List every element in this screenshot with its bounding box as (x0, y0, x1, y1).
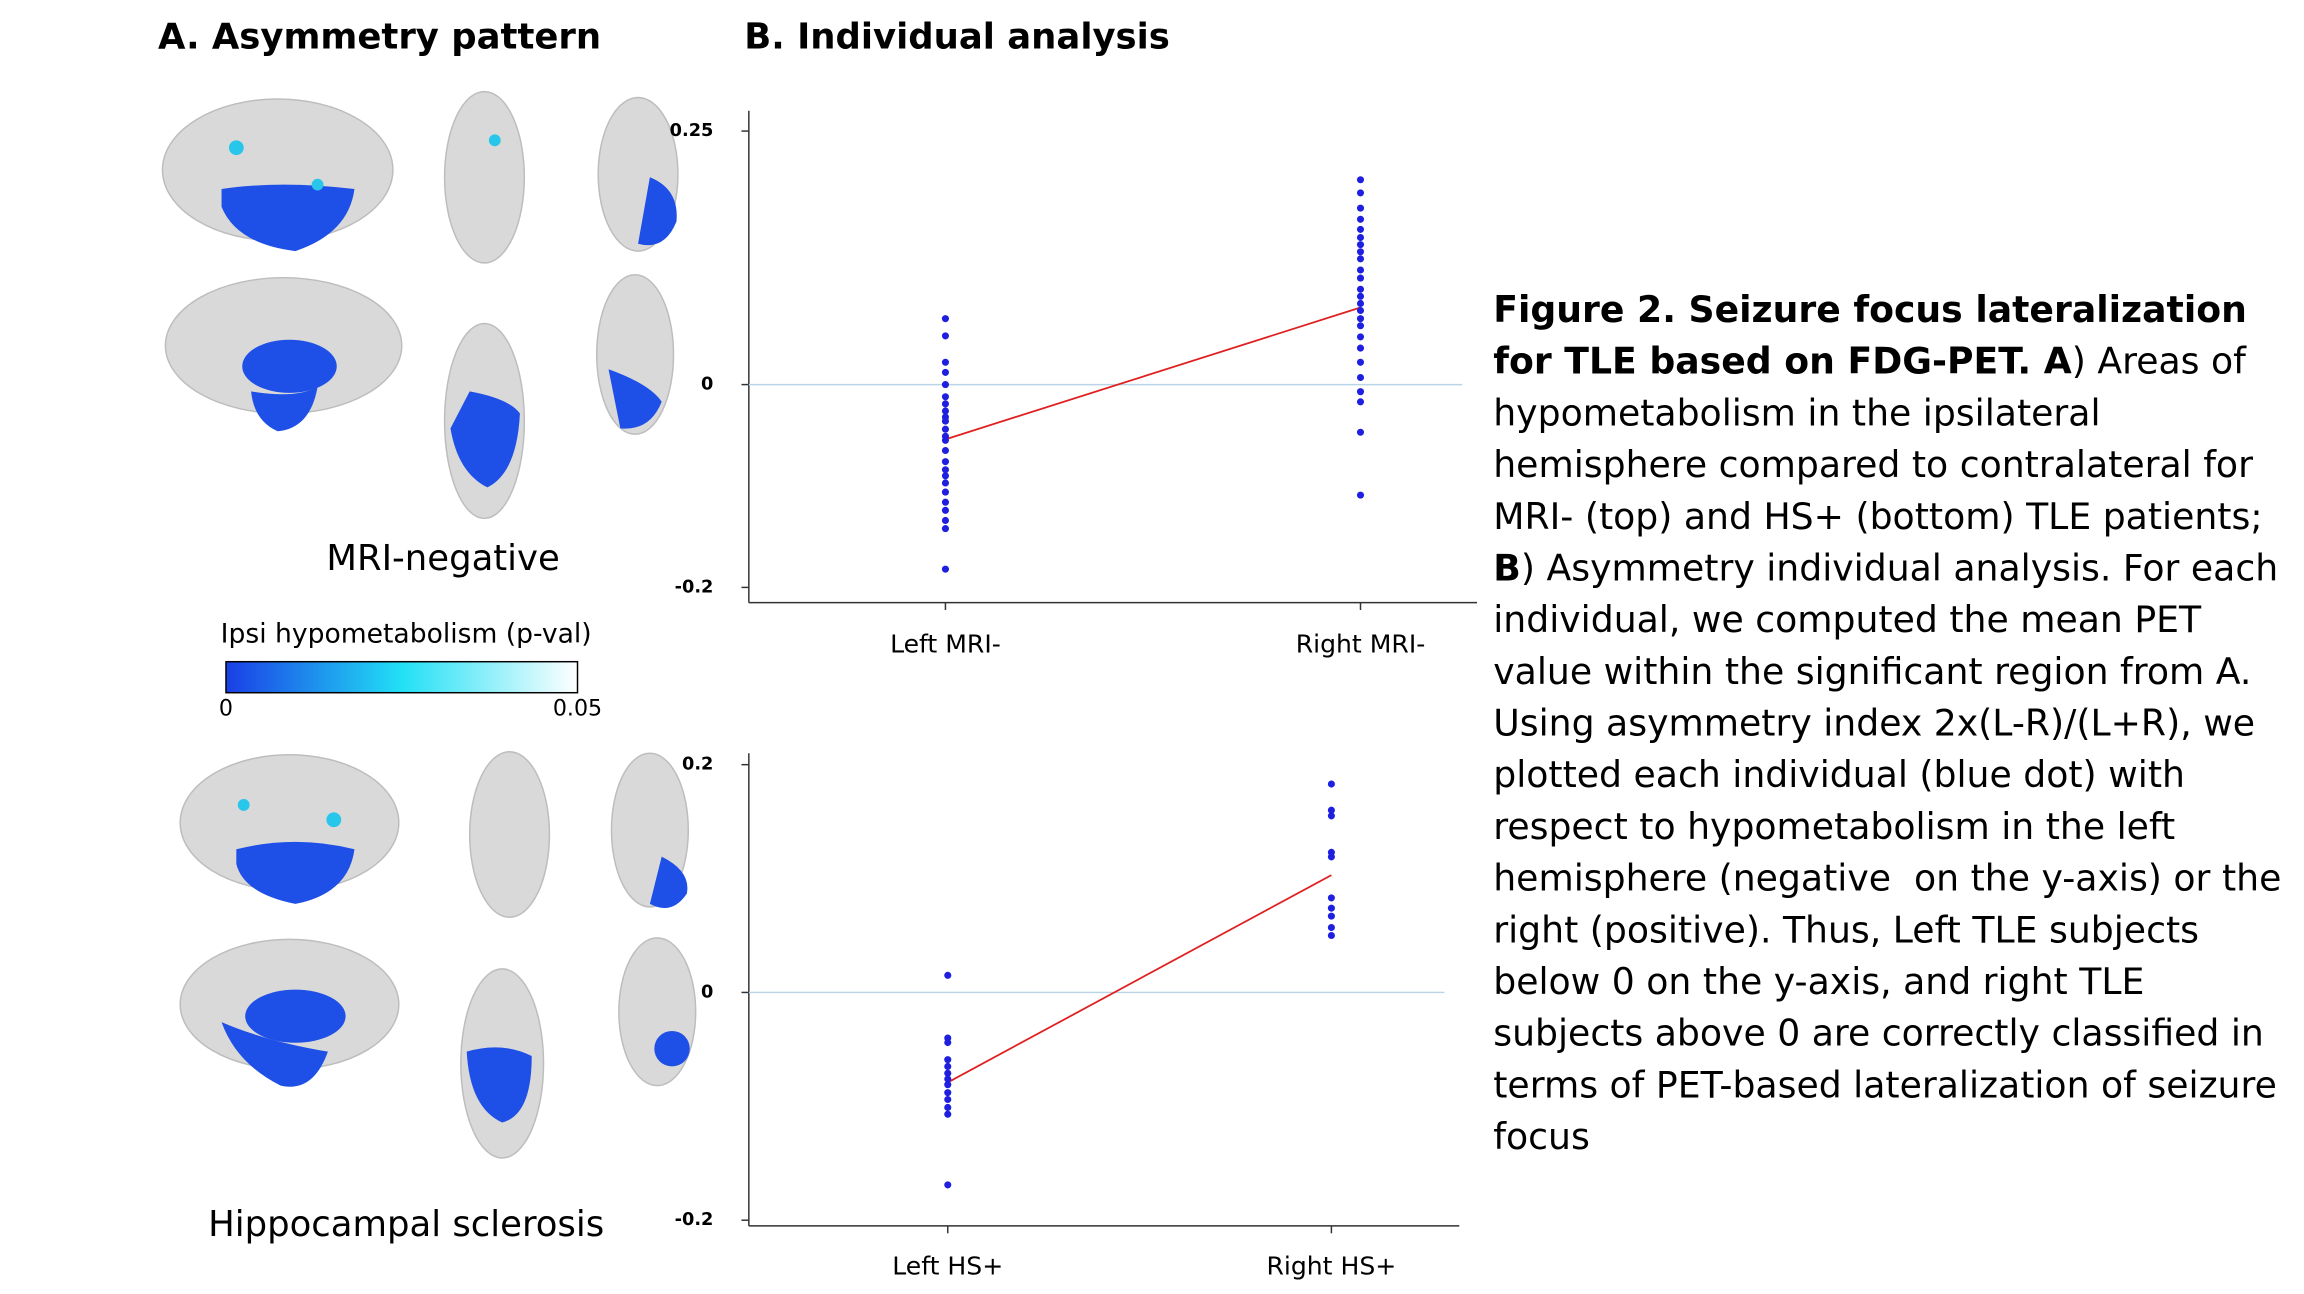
data-point (1356, 274, 1365, 282)
data-point (941, 436, 949, 444)
data-point (941, 498, 949, 506)
data-point (1356, 255, 1365, 263)
data-point (1356, 215, 1365, 223)
data-point (1356, 241, 1365, 249)
data-point (941, 525, 949, 533)
y-tick-label: -0.2 (675, 1210, 714, 1230)
colorbar-tick-label: 0 (219, 695, 233, 721)
data-point (1327, 894, 1335, 902)
data-point (944, 1089, 952, 1097)
caption-segment: B (1493, 546, 1521, 590)
data-point (1356, 344, 1365, 352)
data-point (1356, 491, 1365, 499)
data-point (941, 417, 949, 425)
data-point (941, 368, 949, 376)
data-point (944, 1081, 952, 1089)
data-point (1356, 248, 1365, 256)
data-point (1356, 204, 1365, 212)
data-point (941, 381, 949, 389)
data-point (941, 425, 949, 433)
data-point (941, 516, 949, 525)
data-point (941, 565, 949, 573)
x-tick-label: Right HS+ (1266, 1251, 1396, 1280)
data-point (941, 358, 949, 366)
brain-renderings-top (161, 90, 679, 520)
data-point (941, 446, 949, 455)
data-point (1356, 233, 1365, 242)
y-tick-label: 0.2 (682, 755, 713, 775)
data-point (944, 1103, 952, 1112)
data-point (1356, 398, 1365, 406)
data-point (1327, 904, 1335, 912)
data-point (1356, 307, 1365, 315)
data-point (1327, 923, 1335, 932)
data-point (944, 1039, 952, 1047)
data-point (941, 458, 949, 466)
data-point (1356, 315, 1365, 323)
group-label: MRI-negative (326, 538, 559, 579)
x-tick-label: Left MRI- (890, 629, 1001, 658)
data-point (941, 315, 949, 323)
data-point (1327, 853, 1335, 861)
colorbar-label: Ipsi hypometabolism (p-val) (221, 619, 592, 650)
data-point (1327, 780, 1335, 788)
data-point (941, 506, 949, 514)
y-tick-label: 0.25 (670, 121, 714, 141)
data-point (941, 466, 949, 474)
data-point (1356, 299, 1365, 307)
data-point (944, 1056, 952, 1064)
colorbar-tick-label: 0.05 (553, 695, 602, 721)
data-point (1356, 388, 1365, 396)
figure-caption: Figure 2. Seizure focus lateralization f… (1493, 284, 2298, 1163)
data-point (1327, 912, 1335, 920)
data-point (944, 971, 952, 979)
caption-segment: Figure 2. Seizure focus lateralization f… (1493, 288, 2260, 383)
data-point (1356, 266, 1365, 274)
data-point (944, 1075, 952, 1083)
data-point (1356, 225, 1365, 233)
data-point (1356, 176, 1365, 184)
data-point (1356, 292, 1365, 300)
data-point (941, 332, 949, 340)
data-point (1356, 322, 1365, 330)
data-point (1356, 189, 1365, 197)
mean-line (947, 874, 1332, 1084)
panel-title: A. Asymmetry pattern (158, 16, 601, 57)
data-point (941, 393, 949, 401)
data-point (941, 472, 949, 480)
x-tick-label: Left HS+ (892, 1251, 1003, 1280)
data-point (1356, 373, 1365, 382)
data-point (941, 400, 949, 408)
caption-segment: ) Areas of hypometabolism in the ipsilat… (1493, 339, 2275, 538)
data-point (1327, 806, 1335, 814)
data-point (1356, 333, 1365, 341)
data-point (941, 479, 949, 487)
y-tick-label: 0 (701, 982, 713, 1002)
data-point (944, 1069, 952, 1077)
group-label: Hippocampal sclerosis (208, 1204, 604, 1245)
data-point (944, 1062, 952, 1071)
y-tick-label: 0 (701, 375, 713, 395)
data-point (1356, 358, 1365, 366)
data-point (941, 407, 949, 415)
data-point (1356, 428, 1365, 436)
data-point (941, 488, 949, 496)
x-tick-label: Right MRI- (1296, 629, 1426, 658)
data-point (944, 1095, 952, 1104)
data-point (944, 1181, 952, 1189)
brain-renderings-bottom (179, 751, 697, 1159)
data-point (1327, 812, 1335, 820)
y-tick-label: -0.2 (675, 577, 714, 597)
panel-title: B. Individual analysis (744, 16, 1170, 57)
data-point (1327, 931, 1335, 940)
data-point (944, 1110, 952, 1118)
mean-line (945, 306, 1361, 441)
caption-segment: ) Asymmetry individual analysis. For eac… (1493, 546, 2293, 1158)
figure-graphics: A. Asymmetry pattern B. Individual analy… (158, 16, 1477, 1280)
colorbar (225, 660, 579, 694)
data-point (1356, 285, 1365, 293)
